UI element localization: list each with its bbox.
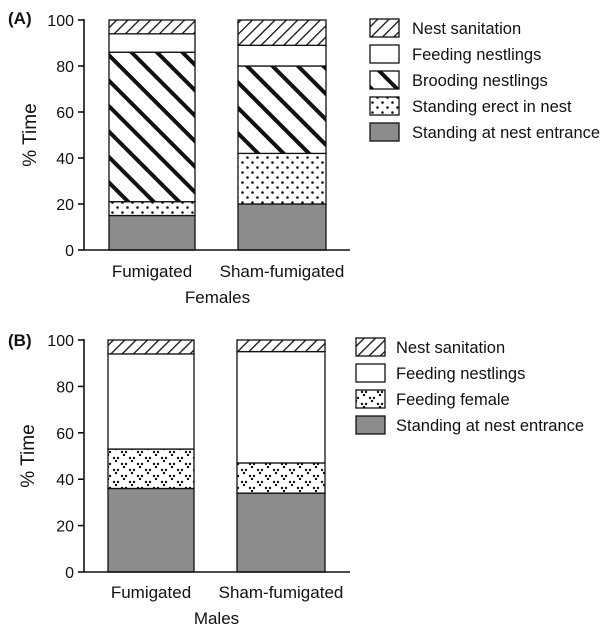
legend-label-feeding-female: Feeding female xyxy=(396,391,510,409)
legend: Nest sanitation Feeding nestlings Brooding… xyxy=(369,18,600,142)
panel-label: (A) xyxy=(8,9,32,28)
bar-segment-feeding-nestlings-fumigated xyxy=(107,353,195,450)
legend-label-nest-sanitation: Nest sanitation xyxy=(412,20,521,38)
bar-segment-standing-at-nest-entrance-fumigated xyxy=(108,214,196,251)
category-label-sham-fumigated: Sham-fumigated xyxy=(219,583,344,602)
legend: Nest sanitation Feeding nestlings Feeding … xyxy=(355,337,584,435)
y-axis-label: % Time xyxy=(20,103,41,166)
y-tick-label-60: 60 xyxy=(56,105,74,122)
bar-segment-feeding-nestlings-fumigated xyxy=(108,33,196,53)
legend-swatch-brooding-nestlings xyxy=(369,70,400,90)
bar-segment-standing-at-nest-entrance-fumigated xyxy=(107,487,195,573)
y-tick-label-60: 60 xyxy=(56,426,74,443)
panel-b: (B) Fumigated Sham-fumigated 0 20 40 60 80 100 % … xyxy=(8,331,584,627)
legend-label-standing-erect-in-nest: Standing erect in nest xyxy=(412,98,572,116)
y-tick-label-100: 100 xyxy=(47,333,74,350)
category-label-fumigated: Fumigated xyxy=(111,583,191,602)
y-axis-label: % Time xyxy=(18,424,39,487)
legend-label-feeding-nestlings: Feeding nestlings xyxy=(412,46,541,64)
legend-swatch-standing-erect-in-nest xyxy=(369,96,400,116)
legend-swatch-feeding-nestlings xyxy=(369,44,400,64)
y-tick-label-80: 80 xyxy=(56,59,74,76)
legend-label-nest-sanitation: Nest sanitation xyxy=(396,339,505,357)
category-label-sham-fumigated: Sham-fumigated xyxy=(220,262,345,281)
legend-swatch-standing-at-nest-entrance xyxy=(355,415,386,435)
y-tick-label-20: 20 xyxy=(56,197,74,214)
bar-segment-feeding-female-fumigated xyxy=(107,448,195,490)
y-tick-label-40: 40 xyxy=(56,472,74,489)
legend-swatch-feeding-nestlings xyxy=(355,363,386,383)
bar-segment-nest-sanitation-fumigated xyxy=(108,19,196,35)
bar-segment-brooding-nestlings-sham-fumigated xyxy=(237,65,327,155)
legend-swatch-nest-sanitation xyxy=(369,18,400,38)
bar-segment-feeding-nestlings-sham-fumigated xyxy=(237,44,327,67)
bar-segment-nest-sanitation-sham-fumigated xyxy=(236,339,326,353)
bar-segment-standing-at-nest-entrance-sham-fumigated xyxy=(237,203,327,251)
bar-segment-brooding-nestlings-fumigated xyxy=(108,51,196,203)
legend-label-brooding-nestlings: Brooding nestlings xyxy=(412,72,548,90)
bar-segment-nest-sanitation-sham-fumigated xyxy=(237,19,327,46)
bar-segment-feeding-female-sham-fumigated xyxy=(236,462,326,494)
legend-label-feeding-nestlings: Feeding nestlings xyxy=(396,365,525,383)
y-tick-label-0: 0 xyxy=(65,565,74,582)
category-label-fumigated: Fumigated xyxy=(112,262,192,281)
bar-segment-standing-at-nest-entrance-sham-fumigated xyxy=(236,492,326,573)
legend-swatch-standing-at-nest-entrance xyxy=(369,122,400,142)
panel-a: (A) Fumigated Sham-fumigated 0 20 40 60 80 100 % … xyxy=(8,9,600,307)
y-tick-label-80: 80 xyxy=(56,379,74,396)
y-tick-label-100: 100 xyxy=(47,13,74,30)
legend-swatch-nest-sanitation xyxy=(355,337,386,357)
legend-swatch-feeding-female xyxy=(355,389,386,409)
bar-segment-standing-erect-in-nest-fumigated xyxy=(108,201,196,217)
legend-label-standing-at-nest-entrance: Standing at nest entrance xyxy=(396,417,584,435)
y-tick-label-40: 40 xyxy=(56,151,74,168)
panel-label: (B) xyxy=(8,331,32,350)
bar-segment-nest-sanitation-fumigated xyxy=(107,339,195,355)
legend-label-standing-at-nest-entrance: Standing at nest entrance xyxy=(412,124,600,142)
bar-segment-standing-erect-in-nest-sham-fumigated xyxy=(237,152,327,205)
x-axis-label: Males xyxy=(194,609,239,627)
y-tick-label-0: 0 xyxy=(65,243,74,260)
bar-segment-feeding-nestlings-sham-fumigated xyxy=(236,350,326,464)
x-axis-label: Females xyxy=(185,288,250,307)
y-tick-label-20: 20 xyxy=(56,519,74,536)
